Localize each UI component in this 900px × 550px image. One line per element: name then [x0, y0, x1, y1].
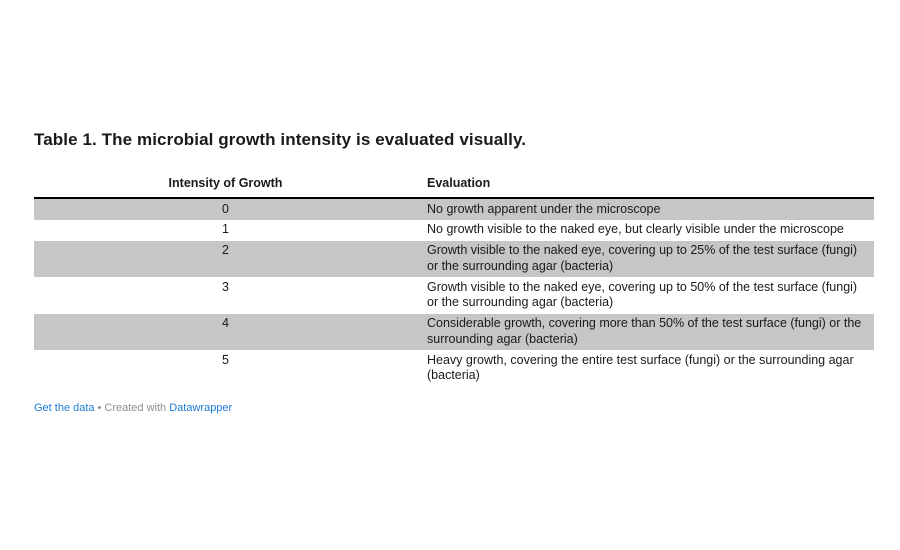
intensity-cell: 4 [222, 316, 229, 330]
evaluation-cell: No growth visible to the naked eye, but … [427, 222, 844, 237]
evaluation-cell: Considerable growth, covering more than … [427, 316, 862, 346]
table-row: 3 Growth visible to the naked eye, cover… [34, 277, 874, 314]
datawrapper-link[interactable]: Datawrapper [169, 401, 233, 414]
evaluation-cell: Growth visible to the naked eye, coverin… [427, 243, 858, 273]
created-with-label: Created with [104, 401, 167, 414]
get-the-data-link[interactable]: Get the data [34, 401, 95, 414]
table-body: 0 No growth apparent under the microscop… [34, 198, 874, 387]
column-header-intensity: Intensity of Growth [34, 173, 417, 199]
intensity-cell: 1 [222, 222, 229, 237]
table-row: 0 No growth apparent under the microscop… [34, 198, 874, 220]
attribution-footer: Get the data • Created with Datawrapper [34, 402, 874, 414]
growth-intensity-table: Intensity of Growth Evaluation 0 No grow… [34, 173, 874, 387]
intensity-cell: 5 [222, 352, 229, 367]
intensity-cell: 3 [222, 279, 229, 294]
table-row: 5 Heavy growth, covering the entire test… [34, 350, 874, 387]
evaluation-cell: Growth visible to the naked eye, coverin… [427, 279, 858, 310]
evaluation-cell: No growth apparent under the microscope [427, 201, 661, 216]
footer-separator: • [97, 401, 102, 414]
table-row: 2 Growth visible to the naked eye, cover… [34, 240, 874, 277]
table-header: Intensity of Growth Evaluation [34, 173, 874, 199]
column-header-evaluation: Evaluation [417, 173, 874, 199]
table-header-row: Intensity of Growth Evaluation [34, 173, 874, 199]
page-title: Table 1. The microbial growth intensity … [34, 130, 527, 149]
table-row: 1 No growth visible to the naked eye, bu… [34, 220, 874, 241]
intensity-cell: 2 [222, 243, 229, 257]
intensity-cell: 0 [222, 201, 229, 216]
table-row: 4 Considerable growth, covering more tha… [34, 313, 874, 350]
evaluation-cell: Heavy growth, covering the entire test s… [427, 352, 854, 383]
table-widget: Table 1. The microbial growth intensity … [34, 130, 874, 414]
